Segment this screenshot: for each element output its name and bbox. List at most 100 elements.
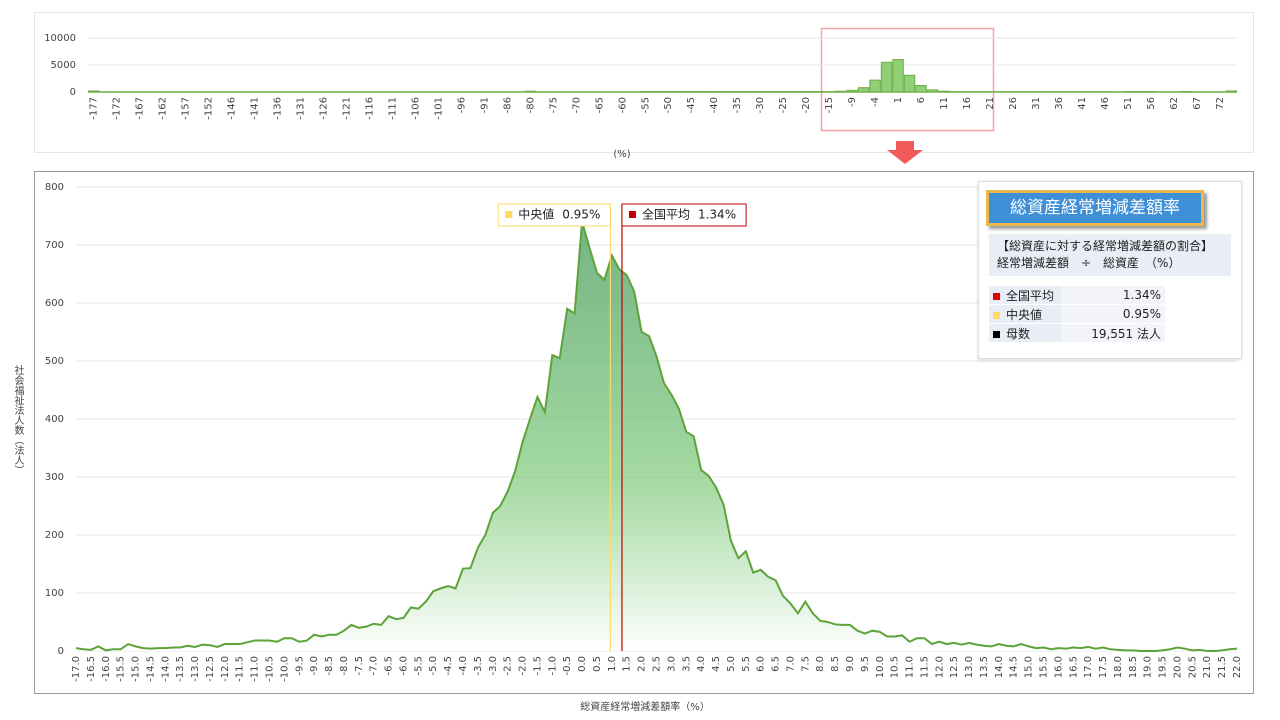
bar <box>857 87 870 93</box>
x-tick-label: -7.5 <box>354 656 365 676</box>
x-tick-label: 1 <box>893 97 904 103</box>
summary-row: 全国平均 1.34% <box>989 286 1165 305</box>
x-tick-label: -12.5 <box>205 656 216 682</box>
x-tick-label: 20.5 <box>1187 656 1198 678</box>
x-tick-label: 46 <box>1100 97 1111 110</box>
x-tick-label: 7.5 <box>800 656 811 672</box>
x-tick-label: -80 <box>525 97 536 113</box>
x-tick-label: 2.0 <box>637 656 648 672</box>
x-tick-label: -55 <box>640 97 651 113</box>
x-tick-label: -9.0 <box>309 656 320 676</box>
x-tick-label: 11.5 <box>919 656 930 678</box>
x-tick-label: 56 <box>1146 97 1157 110</box>
bar <box>88 90 100 93</box>
x-tick-label: 20.0 <box>1172 656 1183 678</box>
marker-value: 1.34% <box>698 208 736 222</box>
x-tick-label: 17.5 <box>1098 656 1109 678</box>
summary-row: 母数 19,551 法人 <box>989 323 1165 343</box>
x-axis-title: 総資産経常増減差額率（%） <box>580 700 710 713</box>
x-tick-label: -14.0 <box>160 656 171 682</box>
bar <box>869 79 881 93</box>
x-tick-label: 1.0 <box>607 656 618 672</box>
marker-swatch <box>628 211 636 218</box>
summary-table: 全国平均 1.34% 中央値 0.95% 母数 19,551 法人 <box>989 286 1165 343</box>
x-tick-label: 0.0 <box>577 656 588 672</box>
x-tick-label: 16.5 <box>1068 656 1079 678</box>
y-tick-label: 700 <box>45 240 64 251</box>
arrow <box>887 141 923 164</box>
row-label-cell: 中央値 <box>989 304 1061 324</box>
x-tick-label: 8.5 <box>830 656 841 672</box>
x-tick-label: -4.5 <box>443 656 454 676</box>
bar <box>685 90 697 93</box>
x-tick-label: 4.0 <box>696 656 707 672</box>
description-line: 【総資産に対する経常増減差額の割合】 <box>997 239 1214 253</box>
marker-value: 0.95% <box>562 208 600 222</box>
row-value: 19,551 法人 <box>1061 323 1165 343</box>
x-tick-label: -106 <box>410 97 421 120</box>
x-tick-label: -4.0 <box>458 656 469 676</box>
x-tick-label: -172 <box>112 97 123 120</box>
row-label: 全国平均 <box>1006 288 1055 303</box>
x-tick-label: 3.5 <box>681 656 692 672</box>
x-tick-label: -96 <box>456 97 467 113</box>
x-tick-label: 1.5 <box>622 656 633 672</box>
x-tick-label: -126 <box>319 97 330 120</box>
x-tick-label: -9.5 <box>294 656 305 676</box>
x-tick-label: -35 <box>732 97 743 113</box>
x-tick-label: 8.0 <box>815 656 826 672</box>
x-tick-label: -157 <box>181 97 192 120</box>
x-tick-label: 14.0 <box>994 656 1005 678</box>
row-label: 中央値 <box>1006 307 1043 322</box>
x-tick-label: -60 <box>617 97 628 113</box>
x-tick-label: 3.0 <box>666 656 677 672</box>
description-line: 経常増減差額 ÷ 総資産 （%） <box>997 256 1181 270</box>
bar <box>938 90 950 93</box>
marker-swatch <box>505 211 513 218</box>
marker-name: 全国平均 <box>642 207 690 222</box>
x-tick-label: -12.0 <box>220 656 231 682</box>
bar <box>673 90 686 93</box>
area-fill <box>76 221 1237 652</box>
x-tick-label: 11 <box>939 97 950 110</box>
x-tick-label: -2.0 <box>518 656 529 676</box>
marker-label: 全国平均 1.34% <box>621 203 747 227</box>
x-tick-label: -0.5 <box>562 656 573 676</box>
x-tick-label: 67 <box>1192 97 1203 110</box>
x-tick-label: -13.5 <box>175 656 186 682</box>
x-tick-label: -162 <box>158 97 169 120</box>
x-tick-label: -70 <box>571 97 582 113</box>
x-tick-label: 41 <box>1077 97 1088 110</box>
bar <box>892 59 904 93</box>
row-label: 母数 <box>1006 326 1031 341</box>
bar <box>834 90 847 93</box>
x-tick-label: -4 <box>870 97 881 107</box>
x-tick-label: -17.0 <box>71 656 82 682</box>
bar <box>651 90 663 93</box>
bar <box>696 90 709 93</box>
y-tick-label: 300 <box>45 472 64 483</box>
x-tick-label: -1.0 <box>547 656 558 676</box>
x-tick-label: -10.5 <box>265 656 276 682</box>
y-tick-label: 400 <box>45 414 64 425</box>
y-tick-label: 5000 <box>51 60 76 71</box>
x-tick-label: -8.0 <box>339 656 350 676</box>
bar <box>903 74 916 93</box>
x-tick-label: -86 <box>502 97 513 113</box>
x-tick-label: 15.0 <box>1024 656 1035 678</box>
x-tick-label: -111 <box>387 97 398 120</box>
x-tick-label: 16 <box>962 97 973 110</box>
zoom-highlight <box>820 27 995 132</box>
x-tick-label: 31 <box>1031 97 1042 110</box>
x-tick-label: 17.0 <box>1083 656 1094 678</box>
x-tick-label: -9 <box>847 97 858 107</box>
x-tick-label: 16.0 <box>1053 656 1064 678</box>
y-tick-label: 500 <box>45 356 64 367</box>
x-tick-label: -6.0 <box>398 656 409 676</box>
x-tick-label: 6.0 <box>756 656 767 672</box>
x-tick-label: -11.5 <box>235 656 246 682</box>
x-tick-label: 51 <box>1123 97 1134 110</box>
row-swatch <box>993 292 1000 300</box>
